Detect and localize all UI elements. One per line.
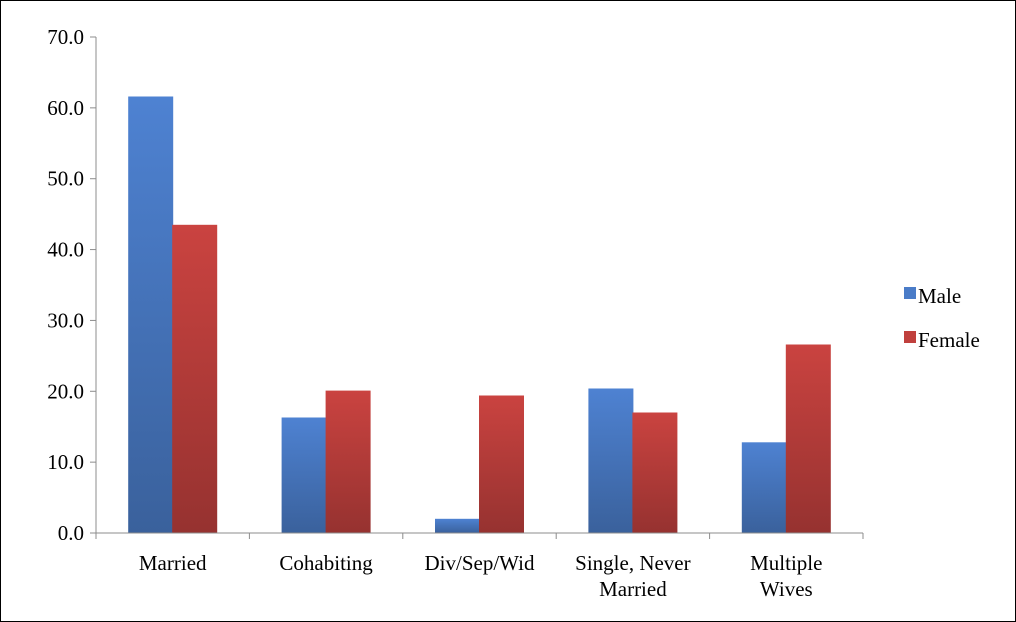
bar-male-1: [128, 96, 174, 533]
x-tick-label: Married: [139, 551, 207, 575]
legend-label-male: Male: [918, 284, 961, 308]
x-tick-label: Div/Sep/Wid: [425, 551, 535, 575]
x-tick-label: Single, Never Married: [575, 551, 690, 601]
y-tick-label: 50.0: [47, 167, 84, 191]
legend-swatch-male: [904, 287, 916, 299]
legend-label-female: Female: [918, 328, 980, 352]
legend: Male Female: [904, 284, 980, 352]
bar-male-5: [741, 442, 787, 533]
y-tick-label: 0.0: [58, 521, 84, 545]
x-tick-label: Multiple Wives: [750, 551, 822, 601]
bar-male-2: [281, 417, 327, 533]
y-tick-label: 10.0: [47, 450, 84, 474]
bar-female-5: [785, 344, 831, 533]
legend-swatch-female: [904, 331, 916, 343]
y-tick-label: 20.0: [47, 379, 84, 403]
y-tick-label: 30.0: [47, 308, 84, 332]
bars-layer: [128, 96, 831, 534]
bar-female-3: [479, 395, 524, 533]
x-tick-label: Cohabiting: [279, 551, 373, 575]
bar-male-4: [588, 388, 634, 533]
bar-female-4: [632, 412, 678, 533]
labels-layer: 0.0 10.0 20.0 30.0 40.0 50.0 60.0 70.0 Married Co…: [47, 25, 822, 601]
y-tick-label: 60.0: [47, 96, 84, 120]
bar-female-1: [172, 224, 218, 534]
bar-male-3: [435, 518, 480, 533]
y-tick-label: 70.0: [47, 25, 84, 49]
axes-layer: [90, 36, 864, 539]
y-tick-label: 40.0: [47, 238, 84, 262]
bar-female-2: [325, 390, 371, 533]
